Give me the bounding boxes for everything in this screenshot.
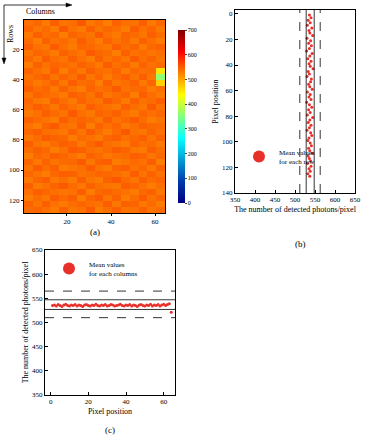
svg-text:0: 0 bbox=[229, 10, 233, 18]
svg-text:20: 20 bbox=[226, 36, 234, 44]
svg-text:200: 200 bbox=[188, 151, 197, 157]
svg-text:0: 0 bbox=[188, 200, 191, 206]
svg-text:550: 550 bbox=[310, 196, 321, 204]
svg-text:120: 120 bbox=[222, 164, 233, 172]
svg-text:60: 60 bbox=[160, 398, 168, 406]
svg-text:Columns: Columns bbox=[26, 7, 55, 16]
svg-text:20: 20 bbox=[63, 218, 71, 226]
svg-text:40: 40 bbox=[123, 398, 131, 406]
svg-text:The number of detected photons: The number of detected photons/pixel bbox=[234, 205, 357, 214]
svg-text:(c): (c) bbox=[105, 425, 115, 435]
svg-text:100: 100 bbox=[188, 175, 197, 181]
svg-text:20: 20 bbox=[13, 46, 21, 54]
svg-text:400: 400 bbox=[32, 367, 43, 375]
svg-text:80: 80 bbox=[13, 136, 21, 144]
svg-text:Mean valuesfor each row: Mean valuesfor each row bbox=[279, 149, 315, 166]
svg-text:700: 700 bbox=[188, 27, 197, 33]
svg-text:650: 650 bbox=[350, 196, 361, 204]
svg-text:60: 60 bbox=[152, 218, 160, 226]
svg-text:650: 650 bbox=[32, 246, 43, 254]
svg-text:40: 40 bbox=[226, 61, 234, 69]
svg-text:450: 450 bbox=[270, 196, 281, 204]
svg-text:(a): (a) bbox=[90, 227, 100, 237]
svg-text:Pixel position: Pixel position bbox=[88, 407, 132, 416]
svg-text:The number of detected photons: The number of detected photons/pixel bbox=[21, 261, 30, 384]
svg-text:100: 100 bbox=[222, 138, 233, 146]
svg-text:400: 400 bbox=[188, 101, 197, 107]
svg-text:20: 20 bbox=[85, 398, 93, 406]
svg-text:(b): (b) bbox=[295, 239, 306, 249]
svg-text:600: 600 bbox=[188, 52, 197, 58]
svg-text:500: 500 bbox=[290, 196, 301, 204]
svg-text:450: 450 bbox=[32, 343, 43, 351]
svg-text:60: 60 bbox=[13, 106, 21, 114]
svg-text:300: 300 bbox=[188, 126, 197, 132]
svg-text:Rows: Rows bbox=[6, 25, 15, 43]
svg-text:600: 600 bbox=[32, 271, 43, 279]
svg-text:0: 0 bbox=[49, 398, 53, 406]
svg-text:120: 120 bbox=[9, 197, 20, 205]
svg-text:80: 80 bbox=[226, 113, 234, 121]
svg-text:550: 550 bbox=[32, 295, 43, 303]
svg-text:Mean valuesfor each columns: Mean valuesfor each columns bbox=[89, 261, 137, 278]
svg-text:500: 500 bbox=[32, 319, 43, 327]
svg-text:350: 350 bbox=[32, 391, 43, 399]
svg-text:400: 400 bbox=[250, 196, 261, 204]
svg-text:60: 60 bbox=[226, 87, 234, 95]
svg-text:600: 600 bbox=[330, 196, 341, 204]
svg-text:140: 140 bbox=[222, 189, 233, 197]
svg-text:Pixel position: Pixel position bbox=[211, 79, 220, 123]
svg-text:100: 100 bbox=[9, 166, 20, 174]
svg-text:350: 350 bbox=[230, 196, 241, 204]
svg-text:40: 40 bbox=[13, 76, 21, 84]
svg-text:500: 500 bbox=[188, 77, 197, 83]
svg-text:40: 40 bbox=[108, 218, 116, 226]
